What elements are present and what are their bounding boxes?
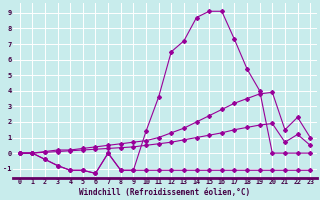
X-axis label: Windchill (Refroidissement éolien,°C): Windchill (Refroidissement éolien,°C) <box>79 188 251 197</box>
